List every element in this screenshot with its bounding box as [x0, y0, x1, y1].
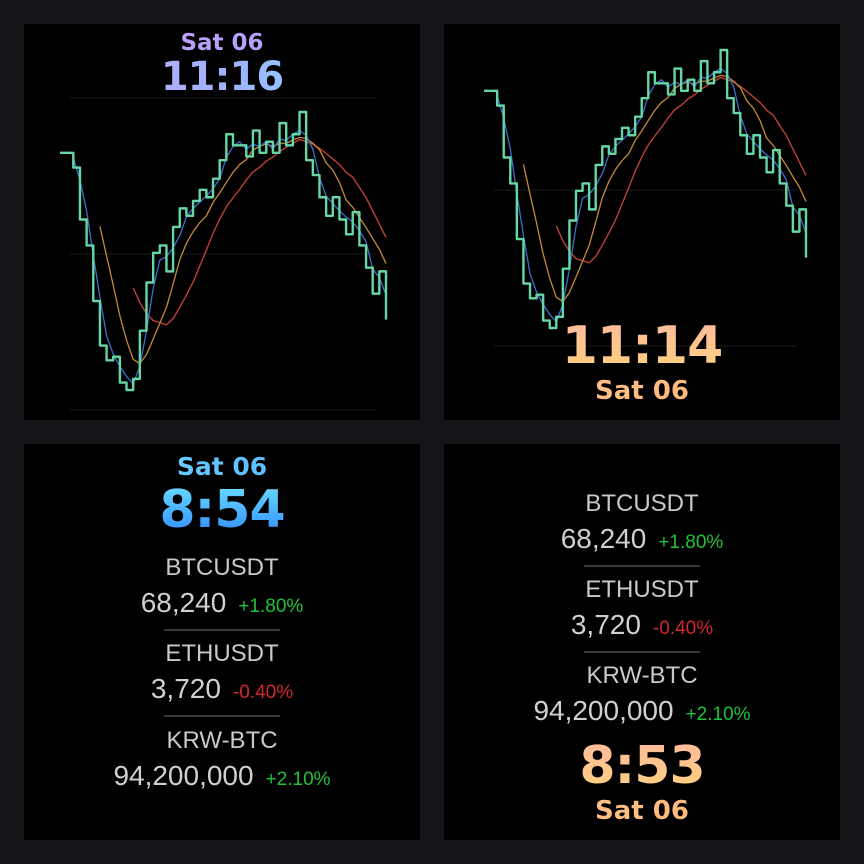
clock-time: 11:14 [444, 316, 840, 376]
price-line [60, 110, 388, 392]
clock-time: 11:16 [24, 54, 420, 100]
ticker-row: 94,200,000 +2.10% [444, 695, 840, 727]
ticker-row: 68,240 +1.80% [24, 587, 420, 619]
clock-time: 8:53 [444, 736, 840, 796]
ticker-price: 68,240 [560, 523, 647, 554]
ticker-symbol: KRW-BTC [586, 662, 698, 689]
ma-fast-line [496, 67, 807, 323]
ticker-symbol: BTCUSDT [585, 490, 699, 517]
divider [164, 715, 280, 717]
ticker-row: 68,240 +1.80% [444, 523, 840, 555]
price-line [484, 48, 808, 330]
divider [584, 651, 700, 653]
divider [584, 565, 700, 567]
date-label: Sat 06 [444, 376, 840, 406]
ticker-price: 3,720 [570, 609, 641, 640]
price-chart [484, 48, 808, 347]
ma-mid-line [522, 74, 807, 303]
ticker-price: 94,200,000 [533, 695, 674, 726]
ticker-change: +1.80% [658, 532, 724, 553]
date-label: Sat 06 [444, 796, 840, 826]
ma-fast-line [72, 129, 387, 385]
ticker-price: 3,720 [150, 673, 221, 704]
ticker-change: -0.40% [232, 682, 294, 703]
ticker-change: +2.10% [265, 769, 331, 790]
clock-time: 8:54 [24, 480, 420, 540]
ticker-row: 3,720 -0.40% [444, 609, 840, 641]
ticker-symbol: KRW-BTC [166, 727, 278, 754]
ma-mid-line [99, 136, 387, 365]
watchface-ticker-bottom-clock[interactable]: BTCUSDT 68,240 +1.80% ETHUSDT 3,720 -0.40%… [444, 444, 840, 840]
watchface-chart-bottom-clock[interactable]: 11:14 Sat 06 [444, 24, 840, 420]
date-label: Sat 06 [24, 30, 420, 56]
ma-slow-line [555, 76, 807, 264]
ma-slow-line [132, 138, 387, 326]
ticker-row: 3,720 -0.40% [24, 673, 420, 705]
ticker-change: +1.80% [238, 596, 304, 617]
watchface-ticker-top-clock[interactable]: Sat 06 8:54 BTCUSDT 68,240 +1.80% ETHUSDT… [24, 444, 420, 840]
date-label: Sat 06 [24, 452, 420, 481]
ticker-symbol: ETHUSDT [165, 640, 279, 667]
ticker-price: 94,200,000 [113, 760, 254, 791]
ticker-change: -0.40% [652, 618, 714, 639]
ticker-row: 94,200,000 +2.10% [24, 760, 420, 792]
ticker-symbol: ETHUSDT [585, 576, 699, 603]
divider [164, 629, 280, 631]
ticker-price: 68,240 [140, 587, 227, 618]
ticker-symbol: BTCUSDT [165, 554, 279, 581]
price-chart [60, 97, 388, 411]
ticker-change: +2.10% [685, 704, 751, 725]
watchface-chart-top-clock[interactable]: Sat 06 11:16 [24, 24, 420, 420]
